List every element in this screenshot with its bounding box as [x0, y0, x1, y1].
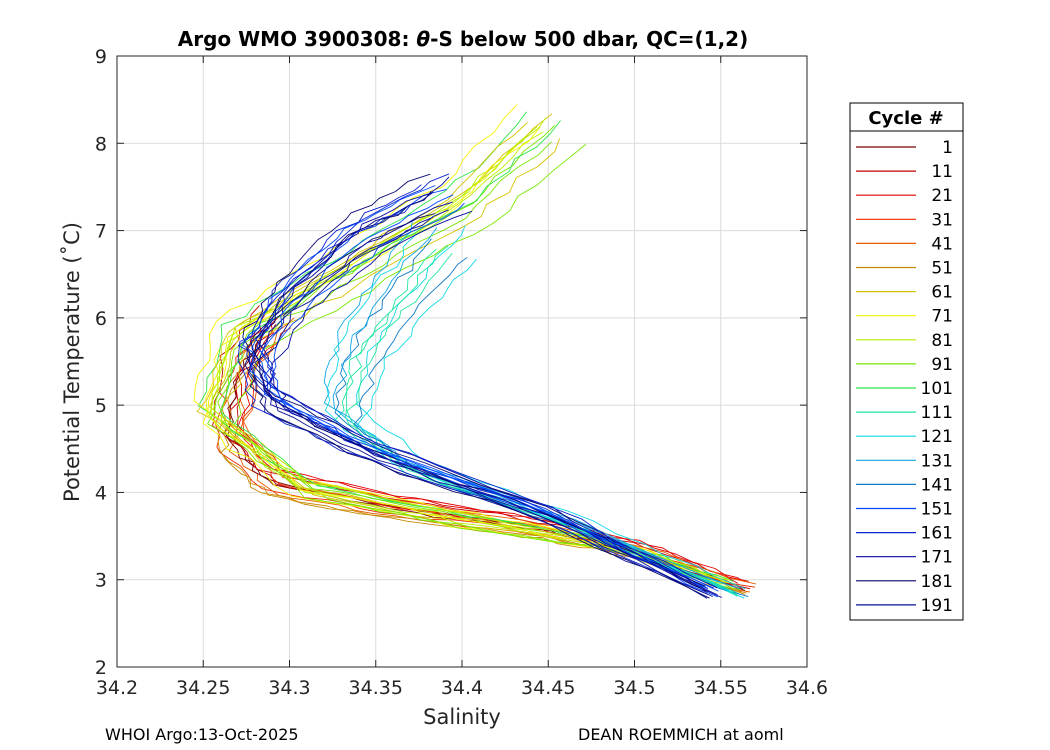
legend-label-81: 81 — [931, 331, 953, 351]
y-tick-label: 9 — [95, 46, 107, 68]
y-axis-label: Potential Temperature (˚C) — [60, 222, 84, 502]
legend-label-91: 91 — [931, 355, 953, 375]
y-tick-label: 7 — [95, 221, 107, 243]
profile-line-3-14 — [246, 191, 707, 593]
x-tick-label: 34.6 — [786, 677, 828, 699]
legend-label-41: 41 — [931, 234, 953, 254]
x-tick-label: 34.4 — [441, 677, 483, 699]
y-tick-label: 4 — [95, 482, 107, 504]
legend-box — [849, 102, 964, 621]
x-tick-label: 34.35 — [349, 677, 403, 699]
x-tick-label: 34.3 — [268, 677, 310, 699]
profile-line-0-4 — [228, 341, 751, 593]
footer-right-text: DEAN ROEMMICH at aoml — [578, 725, 784, 744]
profile-line-1-13 — [207, 141, 726, 590]
profile-line-2-4 — [345, 245, 741, 595]
legend-label-131: 131 — [921, 451, 953, 471]
profile-line-2-2 — [323, 221, 734, 587]
x-tick-label: 34.55 — [694, 677, 748, 699]
legend-title: Cycle # — [868, 108, 943, 129]
y-tick-label: 2 — [95, 657, 107, 679]
x-tick-label: 34.45 — [521, 677, 575, 699]
profile-line-3-12 — [258, 201, 718, 596]
profile-line-3-5 — [271, 202, 719, 598]
profile-line-3-0 — [252, 188, 711, 593]
x-axis-label: Salinity — [423, 705, 501, 729]
profile-line-3-6 — [237, 205, 708, 595]
x-axis-ticks: 34.2 34.25 34.3 34.35 34.4 34.45 34.5 34.55 34.6 — [96, 56, 828, 699]
profile-line-2-5 — [356, 258, 745, 599]
x-tick-label: 34.25 — [176, 677, 230, 699]
y-tick-label: 3 — [95, 570, 107, 592]
x-tick-label: 34.2 — [96, 677, 138, 699]
profile-lines — [193, 104, 756, 599]
profile-line-0-5 — [220, 344, 746, 595]
profile-line-3-10 — [242, 185, 708, 589]
profile-line-1-4 — [198, 111, 722, 581]
legend-label-121: 121 — [921, 427, 953, 447]
x-tick-label: 34.5 — [613, 677, 655, 699]
legend-label-101: 101 — [921, 379, 953, 399]
legend-label-161: 161 — [921, 524, 953, 544]
legend-label-31: 31 — [931, 210, 953, 230]
y-tick-label: 5 — [95, 395, 107, 417]
profile-line-3-11 — [256, 173, 714, 589]
legend-label-61: 61 — [931, 283, 953, 303]
legend-label-71: 71 — [931, 307, 953, 327]
footer-left-text: WHOI Argo:13-Oct-2025 — [105, 725, 299, 744]
legend-label-181: 181 — [921, 572, 953, 592]
profile-line-1-0 — [220, 138, 736, 591]
y-tick-label: 6 — [95, 308, 107, 330]
legend-label-171: 171 — [921, 548, 953, 568]
profile-line-3-8 — [244, 213, 710, 599]
legend-label-1: 1 — [942, 138, 953, 158]
profile-line-2-8 — [346, 252, 738, 596]
legend: Cycle # 11121314151617181911011111211311… — [849, 102, 964, 621]
profile-line-3-1 — [237, 184, 709, 590]
profile-line-2-6 — [332, 227, 740, 590]
legend-label-11: 11 — [931, 162, 953, 182]
legend-label-111: 111 — [921, 403, 953, 423]
chart-title: Argo WMO 3900308: θ-S below 500 dbar, QC… — [178, 27, 748, 51]
legend-label-141: 141 — [921, 475, 953, 495]
profile-line-3-2 — [255, 176, 718, 589]
legend-label-21: 21 — [931, 186, 953, 206]
profile-line-1-6 — [193, 104, 728, 579]
legend-label-191: 191 — [921, 596, 953, 616]
profile-line-3-3 — [242, 173, 706, 587]
profile-line-3-15 — [260, 194, 719, 592]
y-axis-ticks: 2 3 4 5 6 7 8 9 — [95, 46, 807, 679]
profile-line-2-1 — [356, 225, 746, 590]
legend-label-151: 151 — [921, 500, 953, 520]
y-tick-label: 8 — [95, 133, 107, 155]
legend-label-51: 51 — [931, 259, 953, 279]
